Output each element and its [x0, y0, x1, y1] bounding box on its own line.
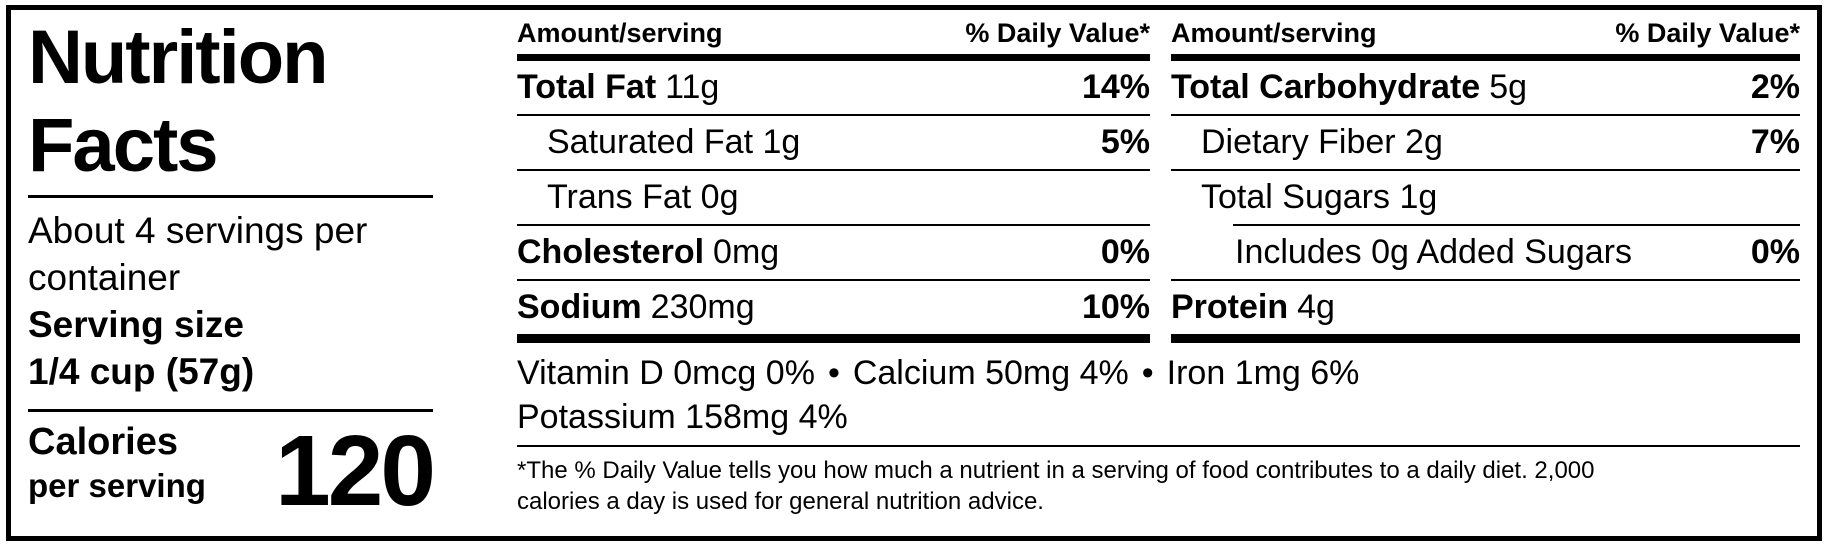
table-row-dietary-fiber: Dietary Fiber 2g 7%: [1171, 116, 1800, 169]
table-bottom-bar: [517, 334, 1150, 343]
nutrient-name: Total Carbohydrate: [1171, 68, 1481, 106]
daily-value-header: % Daily Value*: [1615, 18, 1800, 48]
bullet-separator: •: [1141, 354, 1154, 392]
row-divider: [1171, 279, 1800, 281]
calories-labels: Calories per serving: [28, 419, 206, 507]
row-divider: [517, 169, 1150, 171]
daily-value-percent: 0%: [1750, 233, 1800, 271]
nutrition-facts-title-line1: Nutrition: [28, 15, 329, 100]
serving-size-label: Serving size: [28, 304, 244, 345]
table-row-cholesterol: Cholesterol 0mg 0%: [517, 226, 1150, 279]
title-divider: [28, 195, 433, 198]
row-divider: [517, 114, 1150, 116]
amount-serving-header: Amount/serving: [1171, 18, 1377, 48]
micronutrient-calcium: Calcium 50mg 4%: [852, 354, 1129, 392]
nutrient-amount: Total Sugars 1g: [1201, 178, 1438, 216]
row-divider: [517, 224, 1150, 226]
nutrient-amount: 5g: [1489, 68, 1528, 106]
daily-value-percent: 14%: [1081, 68, 1150, 106]
amount-serving-header: Amount/serving: [517, 18, 723, 48]
row-divider: [1171, 114, 1800, 116]
calories-divider: [28, 409, 433, 412]
calories-label: Calories: [28, 421, 178, 463]
nutrient-amount: Dietary Fiber 2g: [1201, 123, 1443, 161]
daily-value-percent: 7%: [1750, 123, 1800, 161]
nutrient-amount: Trans Fat 0g: [547, 178, 739, 216]
micronutrient-vitamin-d: Vitamin D 0mcg 0%: [517, 354, 815, 392]
nutrient-amount: 4g: [1297, 288, 1335, 326]
nutrient-amount: 0mg: [713, 233, 780, 271]
nutrient-name: Sodium: [517, 288, 642, 326]
nutrient-tables-row: Amount/serving % Daily Value* Total Fat 1…: [517, 10, 1800, 343]
table-bottom-bar: [1171, 334, 1800, 343]
bullet-separator: •: [827, 354, 840, 392]
calories-sublabel: per serving: [28, 467, 206, 504]
row-divider-indented: [1233, 224, 1800, 226]
table-row-total-sugars: Total Sugars 1g: [1171, 171, 1800, 224]
daily-value-percent: 2%: [1750, 68, 1800, 106]
table-row-total-fat: Total Fat 11g 14%: [517, 61, 1150, 114]
table-row-sodium: Sodium 230mg 10%: [517, 281, 1150, 334]
table-row-protein: Protein 4g: [1171, 281, 1800, 334]
table-row-saturated-fat: Saturated Fat 1g 5%: [517, 116, 1150, 169]
row-divider: [1171, 169, 1800, 171]
nutrient-amount: Includes 0g Added Sugars: [1235, 233, 1632, 271]
table-header: Amount/serving % Daily Value*: [1171, 10, 1800, 61]
fat-nutrients-table: Amount/serving % Daily Value* Total Fat 1…: [517, 10, 1150, 343]
micronutrients-line1: Vitamin D 0mcg 0% • Calcium 50mg 4% • Iron 1…: [517, 351, 1800, 395]
calories-block: Calories per serving 120: [28, 419, 436, 521]
micronutrient-iron: Iron 1mg 6%: [1166, 354, 1360, 392]
nutrient-amount: 230mg: [650, 288, 755, 326]
micronutrient-potassium: Potassium 158mg 4%: [517, 398, 848, 436]
carb-nutrients-table: Amount/serving % Daily Value* Total Carb…: [1171, 10, 1800, 343]
daily-value-percent: 10%: [1081, 288, 1150, 326]
nutrient-amount: 11g: [665, 68, 720, 106]
table-header: Amount/serving % Daily Value*: [517, 10, 1150, 61]
nutrition-facts-title-line2: Facts: [28, 103, 219, 188]
daily-value-percent: 0%: [1100, 233, 1150, 271]
servings-per-container: About 4 servings per container: [28, 210, 368, 298]
label-left-panel: Nutrition Facts About 4 servings per con…: [11, 10, 441, 536]
nutrient-name: Total Fat: [517, 68, 657, 106]
daily-value-header: % Daily Value*: [965, 18, 1150, 48]
nutrition-facts-label: Nutrition Facts About 4 servings per con…: [6, 5, 1822, 541]
micronutrients-block: Vitamin D 0mcg 0% • Calcium 50mg 4% • Iron 1…: [517, 351, 1800, 439]
daily-value-percent: 5%: [1100, 123, 1150, 161]
nutrient-amount: Saturated Fat 1g: [547, 123, 801, 161]
table-row-total-carbohydrate: Total Carbohydrate 5g 2%: [1171, 61, 1800, 114]
row-divider: [517, 279, 1150, 281]
daily-value-footnote: *The % Daily Value tells you how much a …: [517, 445, 1800, 517]
nutrient-tables-area: Amount/serving % Daily Value* Total Fat 1…: [441, 10, 1817, 536]
table-row-trans-fat: Trans Fat 0g: [517, 171, 1150, 224]
table-row-added-sugars: Includes 0g Added Sugars 0%: [1171, 226, 1800, 279]
calories-value: 120: [275, 415, 436, 527]
nutrient-name: Protein: [1171, 288, 1289, 326]
nutrient-name: Cholesterol: [517, 233, 705, 271]
serving-info-block: About 4 servings per container Serving s…: [28, 207, 433, 395]
serving-size-value: 1/4 cup (57g): [28, 351, 255, 392]
